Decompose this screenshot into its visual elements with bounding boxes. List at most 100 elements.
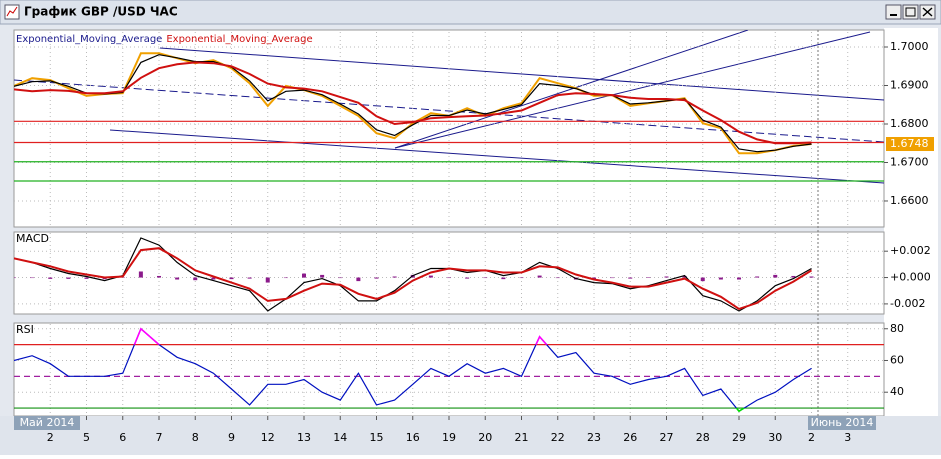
histogram-bar (483, 277, 488, 279)
histogram-bar (265, 277, 270, 283)
month-label: Май 2014 (20, 416, 75, 429)
window-buttons (885, 4, 936, 20)
current-price-label: 1.6748 (890, 137, 929, 150)
y-tick-label: 1.6700 (890, 155, 929, 168)
y-tick-label: 1.7000 (890, 40, 929, 53)
histogram-bar (211, 277, 216, 280)
histogram-bar (646, 277, 651, 278)
histogram-bar (737, 277, 741, 280)
histogram-bar (392, 276, 397, 278)
series-line (14, 237, 812, 312)
close-glyph (922, 7, 933, 17)
x-tick-label: 8 (192, 431, 199, 444)
plot-area (14, 324, 884, 416)
maximize-button[interactable] (902, 4, 919, 20)
histogram-bar (320, 274, 325, 278)
histogram-bar (48, 277, 53, 279)
histogram-bar (66, 277, 71, 279)
x-tick-label: 3 (844, 431, 851, 444)
x-tick-label: 6 (119, 431, 126, 444)
month-label-box (14, 416, 80, 430)
series-line (14, 61, 812, 145)
y-tick-label: 60 (890, 353, 904, 366)
histogram-bar (356, 277, 361, 282)
x-tick-label: 13 (297, 431, 311, 444)
title-bar (0, 0, 941, 25)
y-tick-label: 40 (890, 385, 904, 398)
x-tick-label: 2 (808, 431, 815, 444)
y-tick-label: 1.6900 (890, 79, 929, 92)
panel-title: MACD (16, 232, 49, 245)
histogram-bar (682, 275, 687, 278)
x-tick-label: 5 (83, 431, 90, 444)
histogram-bar (755, 276, 760, 278)
time-axis-area (0, 416, 941, 455)
x-tick-label: 21 (515, 431, 529, 444)
histogram-bar (465, 277, 470, 279)
histogram-bar (519, 277, 524, 279)
histogram-bar (338, 277, 343, 279)
panel-title: RSI (16, 323, 34, 336)
minimize-button[interactable] (885, 4, 902, 20)
x-tick-label: 9 (228, 431, 235, 444)
y-tick-label: 1.6800 (890, 117, 929, 130)
x-tick-label: 19 (442, 431, 456, 444)
x-tick-label: 15 (370, 431, 384, 444)
x-tick-label: 7 (156, 431, 163, 444)
plot-area (14, 233, 884, 313)
y-tick-label: 80 (890, 322, 904, 335)
legend-entry: Exponential_Moving_Average (166, 34, 312, 45)
histogram-bar (664, 276, 669, 278)
trend-line (159, 47, 884, 101)
histogram-bar (175, 277, 180, 280)
histogram-bar (247, 277, 252, 279)
window-icon-glyph (6, 6, 18, 17)
price-axis-area (884, 28, 938, 416)
histogram-bar (302, 273, 306, 278)
histogram-bar (193, 277, 198, 281)
histogram-bar (537, 275, 542, 278)
x-tick-label: 26 (623, 431, 637, 444)
rsi-overbought (133, 327, 548, 345)
x-tick-label: 12 (261, 431, 275, 444)
histogram-bar (700, 277, 705, 282)
current-price-box (886, 137, 934, 152)
histogram-bar (428, 275, 433, 278)
histogram-bar (628, 277, 633, 279)
y-tick-label: 1.6600 (890, 194, 929, 207)
x-tick-label: 23 (587, 431, 601, 444)
x-tick-label: 20 (478, 431, 492, 444)
histogram-bar (229, 277, 234, 280)
x-tick-label: 27 (660, 431, 674, 444)
histogram-bar (447, 277, 451, 279)
histogram-bar (791, 275, 796, 278)
legend-entry: Exponential_Moving_Average (16, 34, 162, 45)
histogram-bar (138, 271, 143, 278)
x-tick-label: 28 (696, 431, 710, 444)
histogram-bar (610, 277, 615, 279)
y-tick-label: +0.002 (890, 244, 931, 257)
trend-line (109, 129, 884, 184)
histogram-bar (374, 277, 379, 279)
histogram-bar (592, 277, 596, 280)
month-label: Июнь 2014 (811, 416, 874, 429)
y-tick-label: +0.000 (890, 271, 931, 284)
x-tick-label: 16 (406, 431, 420, 444)
histogram-bar (718, 277, 723, 280)
plot-area (14, 32, 884, 226)
x-tick-label: 2 (47, 431, 54, 444)
maximize-glyph (905, 7, 916, 17)
month-label-box (808, 416, 876, 430)
histogram-bar (555, 277, 560, 279)
window-title: График GBP /USD ЧАС (24, 5, 178, 19)
y-tick-label: -0.002 (890, 297, 925, 310)
histogram-bar (501, 277, 506, 280)
histogram-bar (157, 275, 161, 278)
trend-line (394, 30, 749, 149)
histogram-bar (809, 276, 814, 278)
histogram-bar (14, 277, 16, 279)
histogram-bar (84, 277, 89, 279)
trend-line (394, 31, 871, 149)
x-tick-label: 14 (333, 431, 347, 444)
histogram-bar (283, 277, 288, 279)
